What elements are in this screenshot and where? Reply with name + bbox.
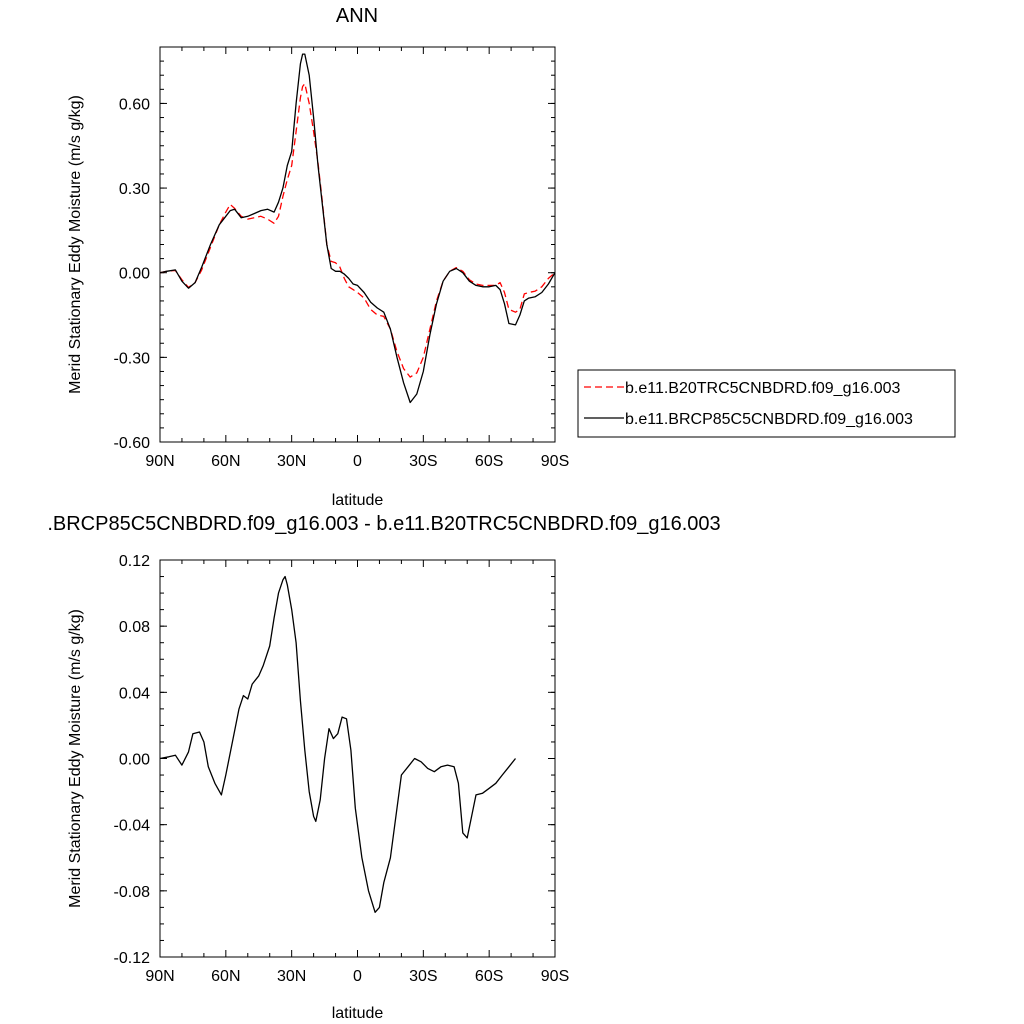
chart1-y-tick-label: -0.60 — [114, 435, 151, 452]
chart1-plot-frame — [159, 46, 556, 443]
chart1-y-tick-label: 0.60 — [119, 96, 150, 113]
chart2-x-tick-label: 60N — [211, 968, 240, 985]
chart1-x-tick-label: 90N — [145, 453, 174, 470]
chart2-x-tick-label: 60S — [475, 968, 503, 985]
legend-label-2: b.e11.BRCP85C5CNBDRD.f09_g16.003 — [625, 411, 913, 428]
chart1-series-line-2 — [159, 53, 556, 404]
chart2-x-tick-label: 90S — [541, 968, 569, 985]
chart2-y-tick-label: -0.04 — [114, 818, 151, 835]
chart2-y-axis-label: Merid Stationary Eddy Moisture (m/s g/kg… — [67, 609, 84, 908]
chart1-x-tick-label: 90S — [541, 453, 569, 470]
legend-label-1: b.e11.B20TRC5CNBDRD.f09_g16.003 — [625, 380, 901, 397]
chart2-x-tick-label: 30N — [277, 968, 306, 985]
chart2-y-tick-label: -0.08 — [114, 884, 151, 901]
chart1-x-tick-label: 30N — [277, 453, 306, 470]
chart1-y-tick-label: -0.30 — [114, 350, 151, 367]
chart1-x-tick-label: 0 — [353, 453, 362, 470]
chart2-y-tick-label: 0.12 — [119, 553, 150, 570]
chart2-y-tick-label: 0.04 — [119, 685, 150, 702]
chart1-title: ANN — [336, 5, 378, 27]
chart2-series-line-1 — [159, 575, 517, 913]
chart2-title: .BRCP85C5CNBDRD.f09_g16.003 - b.e11.B20T… — [47, 513, 720, 535]
chart2-y-tick-label: 0.00 — [119, 752, 150, 769]
chart2-x-tick-label: 90N — [145, 968, 174, 985]
chart2-y-tick-label: -0.12 — [114, 950, 151, 967]
chart1-y-axis-label: Merid Stationary Eddy Moisture (m/s g/kg… — [67, 95, 84, 394]
chart1-y-tick-label: 0.00 — [119, 266, 150, 283]
chart2-x-axis-label: latitude — [332, 1005, 384, 1022]
chart1-x-tick-label: 60S — [475, 453, 503, 470]
chart1-x-axis-label: latitude — [332, 492, 384, 509]
chart1-x-tick-label: 30S — [409, 453, 437, 470]
chart2-x-tick-label: 30S — [409, 968, 437, 985]
chart2-y-tick-label: 0.08 — [119, 619, 150, 636]
chart1-series-line-1 — [159, 83, 556, 378]
legend-box — [577, 369, 956, 438]
chart2-x-tick-label: 0 — [353, 968, 362, 985]
chart2-plot-frame — [159, 559, 556, 958]
chart1-y-tick-label: 0.30 — [119, 181, 150, 198]
chart1-x-tick-label: 60N — [211, 453, 240, 470]
